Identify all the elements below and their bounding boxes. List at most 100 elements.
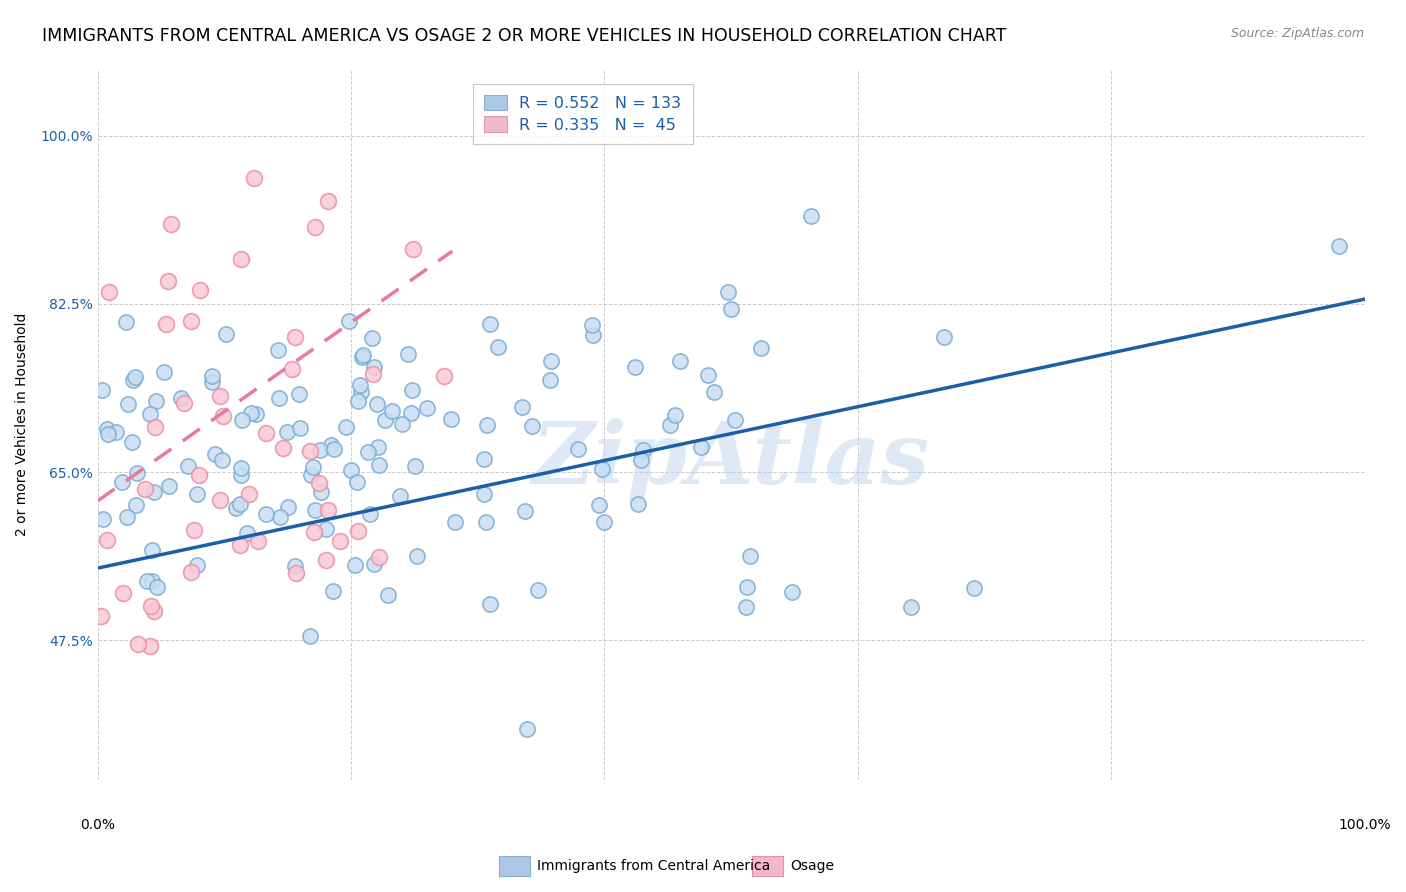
- Point: [347, 524, 370, 539]
- Point: [472, 487, 495, 501]
- Point: [212, 409, 235, 423]
- Point: [416, 401, 439, 416]
- Point: [357, 445, 380, 459]
- Point: [322, 442, 344, 456]
- Point: [367, 549, 389, 564]
- Point: [269, 509, 291, 524]
- Point: [735, 599, 758, 614]
- Point: [720, 302, 742, 317]
- Point: [141, 542, 163, 557]
- Point: [522, 419, 544, 434]
- Point: [96, 426, 118, 441]
- Point: [284, 559, 307, 574]
- Point: [751, 341, 773, 355]
- Point: [350, 384, 373, 399]
- Point: [281, 361, 304, 376]
- Point: [239, 406, 262, 420]
- Point: [201, 375, 224, 389]
- Point: [404, 458, 426, 473]
- Point: [627, 497, 650, 511]
- Point: [322, 584, 344, 599]
- Point: [160, 217, 183, 231]
- Point: [215, 326, 238, 341]
- Point: [285, 566, 308, 580]
- Point: [343, 558, 366, 572]
- Point: [304, 524, 326, 539]
- Point: [142, 485, 165, 500]
- Text: Source: ZipAtlas.com: Source: ZipAtlas.com: [1230, 27, 1364, 40]
- Point: [96, 422, 118, 436]
- Point: [366, 397, 388, 411]
- Point: [329, 533, 352, 548]
- Point: [209, 492, 232, 507]
- Point: [170, 391, 193, 405]
- Point: [316, 503, 339, 517]
- Point: [153, 366, 176, 380]
- Point: [588, 498, 610, 512]
- Point: [335, 419, 357, 434]
- Point: [201, 368, 224, 383]
- Point: [340, 462, 363, 476]
- Point: [254, 426, 277, 441]
- Point: [238, 487, 260, 501]
- Point: [1329, 239, 1351, 253]
- Point: [738, 549, 761, 564]
- Point: [299, 629, 322, 643]
- Point: [143, 419, 166, 434]
- Point: [361, 331, 384, 345]
- Point: [235, 526, 257, 541]
- Point: [309, 442, 332, 457]
- Point: [388, 489, 411, 503]
- Point: [209, 389, 232, 403]
- Point: [117, 509, 139, 524]
- Point: [624, 359, 647, 374]
- Point: [315, 553, 337, 567]
- Point: [139, 639, 162, 653]
- Point: [368, 458, 391, 472]
- Point: [527, 582, 550, 597]
- Point: [97, 285, 120, 299]
- Text: 100.0%: 100.0%: [1339, 818, 1391, 832]
- Point: [349, 377, 371, 392]
- Point: [145, 580, 167, 594]
- Point: [591, 462, 613, 476]
- Point: [242, 171, 264, 186]
- Point: [90, 608, 112, 623]
- Point: [316, 194, 339, 208]
- Point: [127, 466, 149, 480]
- Point: [304, 503, 326, 517]
- Point: [187, 468, 209, 483]
- Point: [121, 434, 143, 449]
- Point: [567, 442, 589, 456]
- Point: [581, 318, 603, 333]
- Point: [91, 512, 114, 526]
- Point: [474, 515, 496, 529]
- Point: [510, 401, 533, 415]
- Point: [689, 440, 711, 454]
- Point: [299, 443, 322, 458]
- Point: [229, 497, 252, 511]
- Point: [211, 452, 233, 467]
- Point: [229, 460, 252, 475]
- Text: Osage: Osage: [790, 859, 834, 873]
- Point: [186, 487, 208, 501]
- Point: [664, 408, 686, 422]
- Point: [246, 534, 269, 549]
- Point: [308, 475, 330, 490]
- Point: [402, 242, 425, 256]
- Point: [406, 549, 429, 563]
- Point: [697, 368, 720, 382]
- Point: [125, 498, 148, 512]
- Point: [180, 314, 202, 328]
- Point: [475, 418, 498, 433]
- Point: [117, 397, 139, 411]
- Point: [582, 327, 605, 342]
- Point: [367, 440, 389, 454]
- Point: [288, 421, 311, 435]
- Point: [155, 318, 177, 332]
- Point: [724, 413, 747, 427]
- Point: [139, 407, 162, 421]
- Text: Immigrants from Central America: Immigrants from Central America: [537, 859, 770, 873]
- Point: [659, 418, 682, 433]
- Point: [284, 330, 307, 344]
